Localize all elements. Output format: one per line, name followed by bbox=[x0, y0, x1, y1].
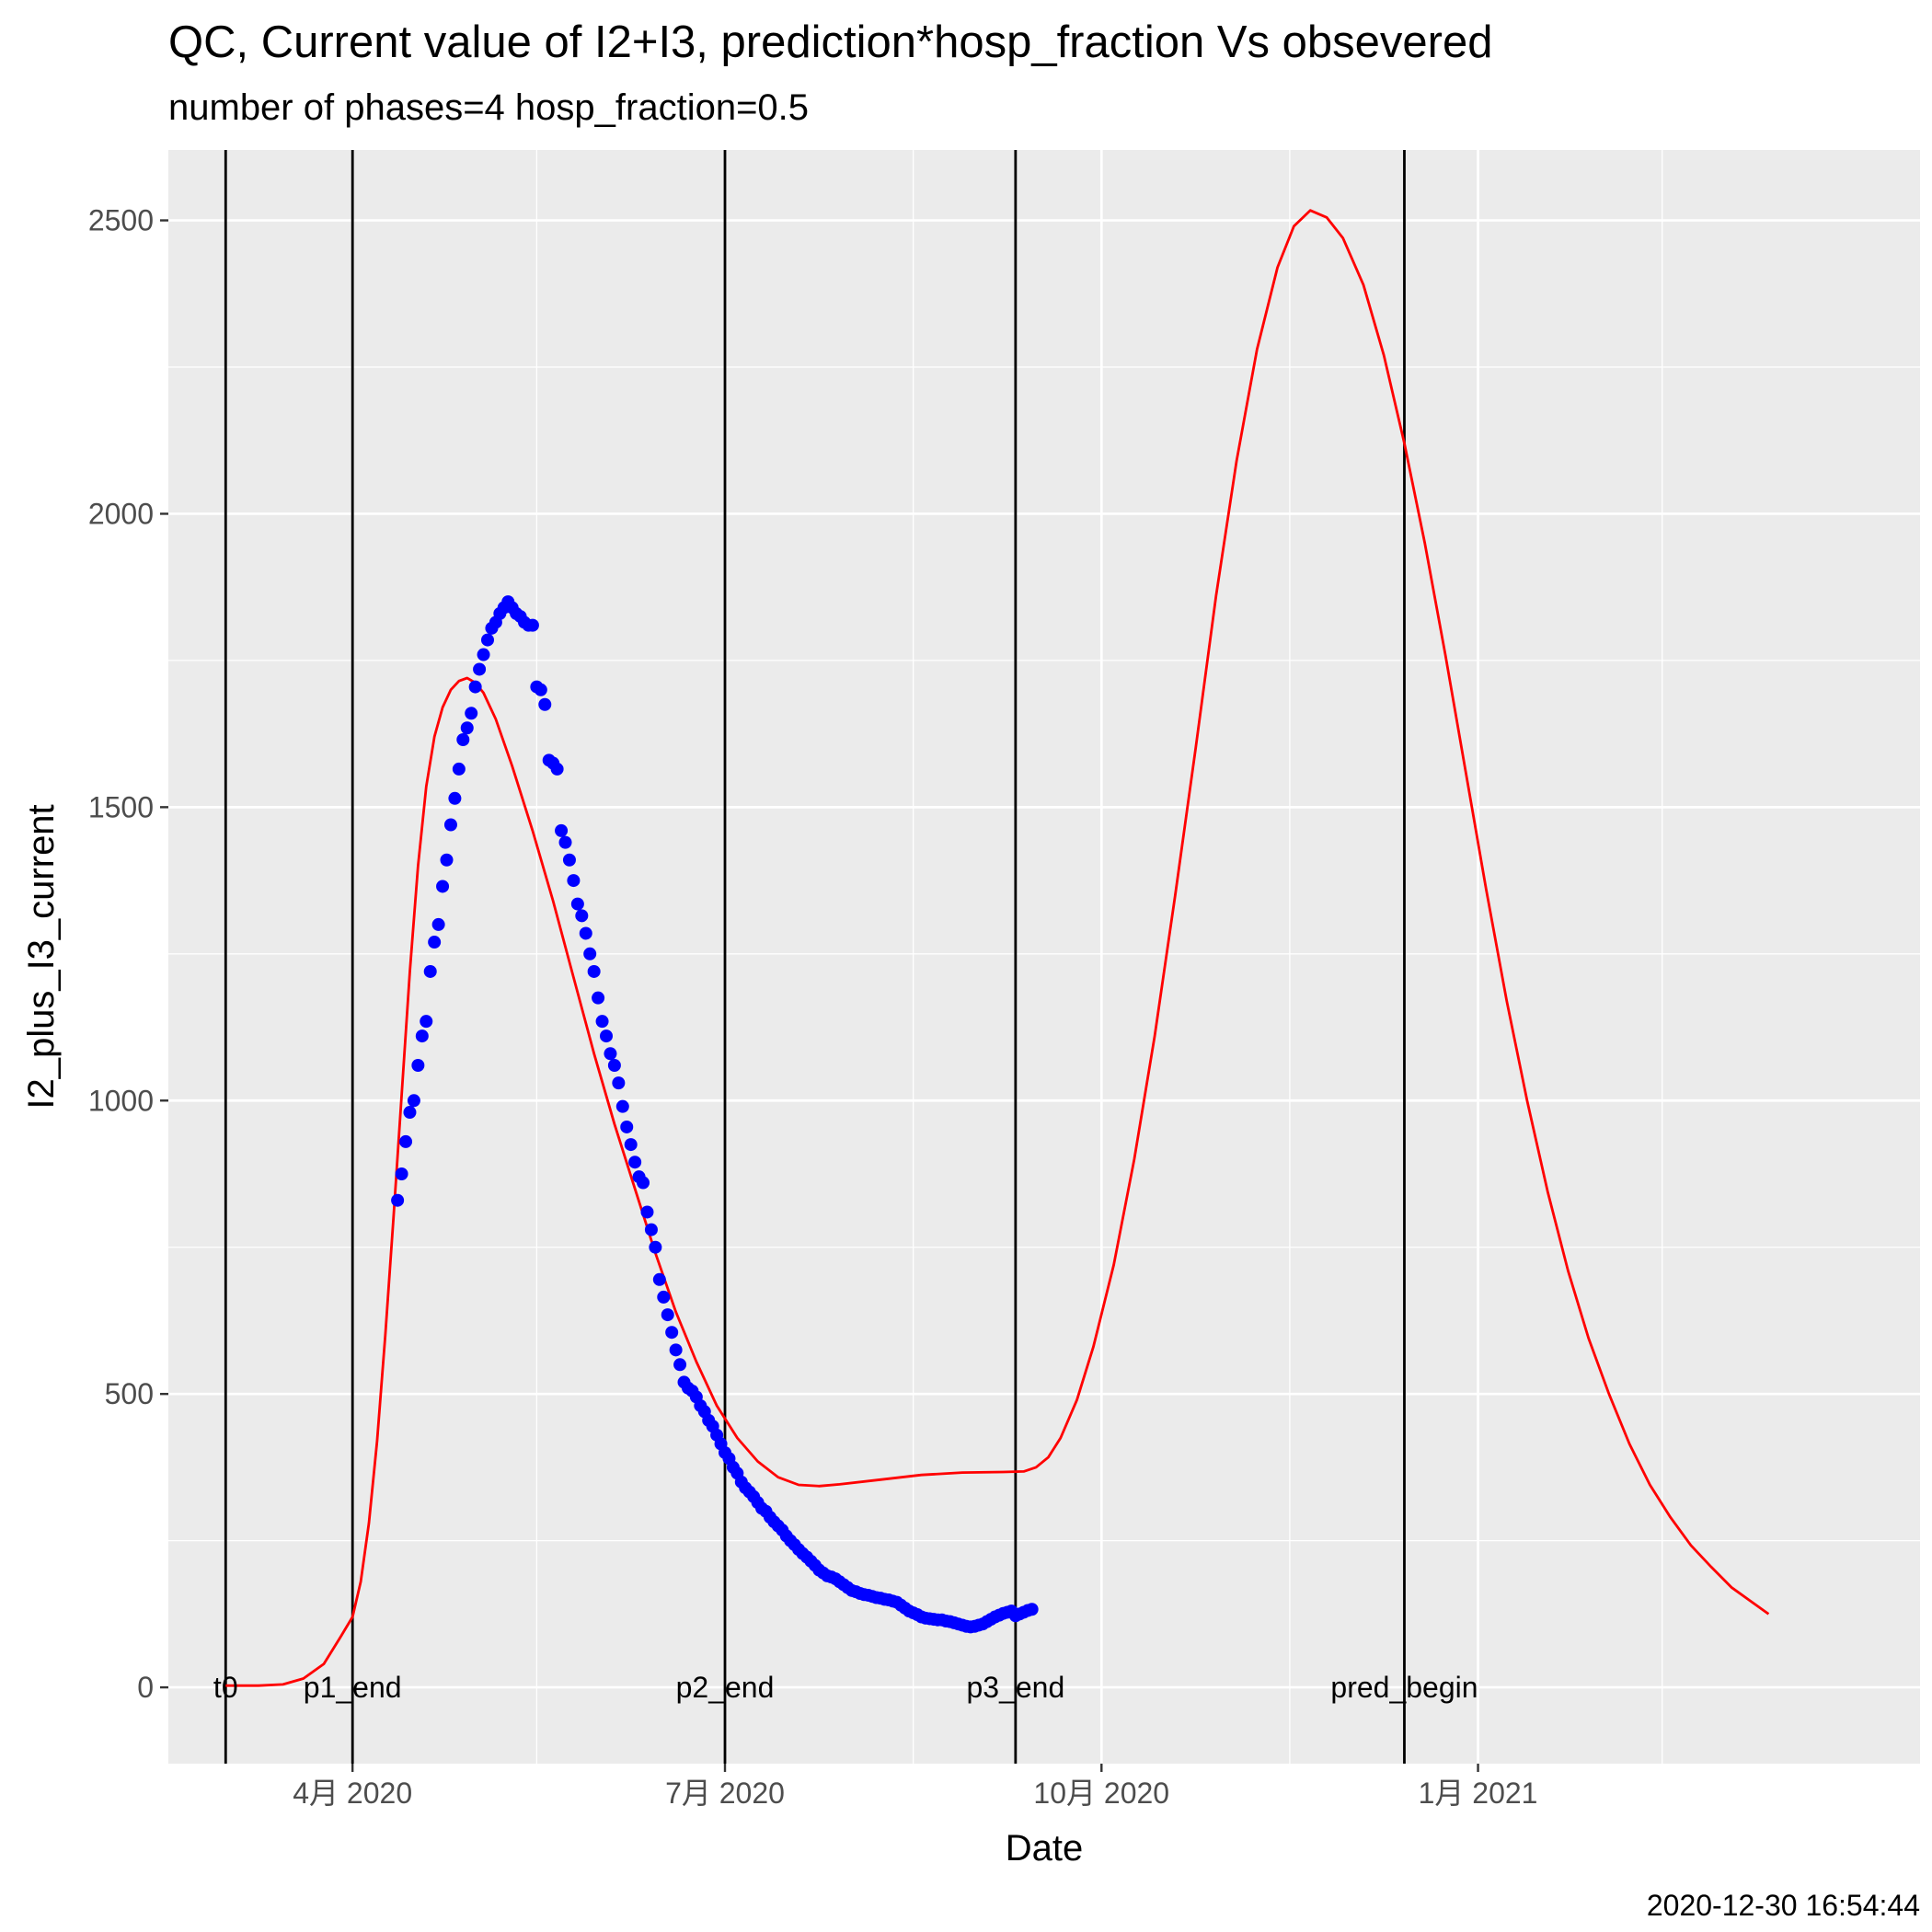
y-axis: 0 500 1000 1500 2000 2500 bbox=[88, 204, 168, 1704]
observed-point bbox=[637, 1176, 650, 1190]
observed-point bbox=[575, 909, 589, 923]
minor-gridlines bbox=[163, 150, 1920, 1764]
plot-panel bbox=[168, 150, 1920, 1764]
y-tick-label: 2500 bbox=[88, 204, 154, 237]
chart-title: QC, Current value of I2+I3, prediction*h… bbox=[168, 17, 1493, 67]
observed-point bbox=[562, 853, 576, 867]
observed-point bbox=[399, 1134, 413, 1148]
observed-point bbox=[661, 1308, 674, 1322]
observed-point bbox=[604, 1047, 617, 1061]
observed-point bbox=[652, 1272, 666, 1286]
phase-marker-label: t0 bbox=[213, 1671, 238, 1704]
observed-point bbox=[567, 874, 581, 888]
observed-point bbox=[1025, 1603, 1039, 1616]
x-axis: 4月 2020 7月 2020 10月 2020 1月 2021 bbox=[293, 1764, 1537, 1810]
y-axis-title: I2_plus_I3_current bbox=[21, 804, 62, 1109]
x-tick-label: 4月 2020 bbox=[293, 1777, 412, 1810]
prediction-line bbox=[225, 209, 1770, 1687]
observed-point bbox=[448, 791, 462, 805]
observed-point bbox=[595, 1015, 609, 1029]
phase-marker-label: pred_begin bbox=[1330, 1671, 1478, 1704]
observed-point bbox=[615, 1099, 629, 1113]
x-tick-label: 7月 2020 bbox=[665, 1777, 785, 1810]
timestamp-caption: 2020-12-30 16:54:44 bbox=[1647, 1889, 1920, 1922]
observed-point bbox=[420, 1015, 433, 1029]
phase-marker-label: p3_end bbox=[966, 1671, 1064, 1704]
y-tick-label: 2000 bbox=[88, 497, 154, 530]
observed-point bbox=[620, 1120, 634, 1133]
observed-point bbox=[473, 662, 487, 676]
observed-point bbox=[600, 1029, 613, 1043]
x-tick-label: 10月 2020 bbox=[1033, 1777, 1169, 1810]
x-axis-title: Date bbox=[1006, 1828, 1084, 1869]
y-tick-label: 0 bbox=[137, 1671, 154, 1704]
observed-point bbox=[607, 1058, 621, 1072]
observed-point bbox=[628, 1156, 642, 1169]
observed-point bbox=[525, 618, 539, 632]
observed-point bbox=[673, 1358, 687, 1372]
observed-point bbox=[411, 1058, 425, 1072]
observed-point bbox=[452, 762, 466, 776]
observed-point bbox=[550, 762, 564, 776]
observed-point bbox=[465, 707, 478, 720]
observed-point bbox=[669, 1343, 683, 1357]
observed-point bbox=[558, 835, 572, 849]
observed-point bbox=[391, 1193, 405, 1207]
observed-point bbox=[468, 680, 482, 694]
observed-point bbox=[480, 633, 494, 647]
x-tick-label: 1月 2021 bbox=[1419, 1777, 1538, 1810]
observed-point bbox=[555, 823, 569, 837]
phase-marker-label: p2_end bbox=[676, 1671, 775, 1704]
observed-point bbox=[640, 1205, 654, 1219]
observed-point bbox=[456, 733, 470, 747]
observed-point bbox=[423, 964, 437, 978]
observed-point bbox=[592, 991, 605, 1005]
observed-point bbox=[395, 1167, 408, 1180]
y-tick-label: 1000 bbox=[88, 1084, 154, 1117]
observed-point bbox=[436, 880, 450, 893]
observed-point bbox=[431, 917, 445, 931]
observed-point bbox=[579, 926, 592, 940]
phase-marker-label: p1_end bbox=[304, 1671, 402, 1704]
observed-point bbox=[612, 1076, 626, 1090]
observed-point bbox=[460, 721, 474, 735]
observed-point bbox=[649, 1240, 662, 1254]
observed-point bbox=[538, 697, 552, 711]
y-tick-label: 500 bbox=[105, 1377, 154, 1410]
phase-marker-labels: t0 p1_end p2_end p3_end pred_begin bbox=[213, 1671, 1478, 1704]
y-tick-label: 1500 bbox=[88, 790, 154, 823]
observed-point bbox=[443, 818, 457, 832]
observed-point bbox=[477, 648, 490, 661]
phase-markers bbox=[224, 150, 1406, 1764]
observed-point bbox=[534, 683, 547, 696]
observed-point bbox=[403, 1106, 417, 1120]
chart-subtitle: number of phases=4 hosp_fraction=0.5 bbox=[168, 87, 809, 128]
observed-point bbox=[587, 964, 601, 978]
observed-point bbox=[428, 936, 442, 949]
observed-point bbox=[415, 1029, 429, 1043]
observed-point bbox=[570, 897, 584, 911]
observed-point bbox=[657, 1290, 671, 1304]
observed-point bbox=[407, 1094, 420, 1108]
observed-point bbox=[665, 1326, 679, 1340]
observed-point bbox=[644, 1223, 658, 1236]
observed-point bbox=[583, 947, 597, 960]
data-series bbox=[225, 209, 1770, 1687]
observed-point bbox=[440, 853, 454, 867]
observed-point bbox=[624, 1138, 638, 1152]
